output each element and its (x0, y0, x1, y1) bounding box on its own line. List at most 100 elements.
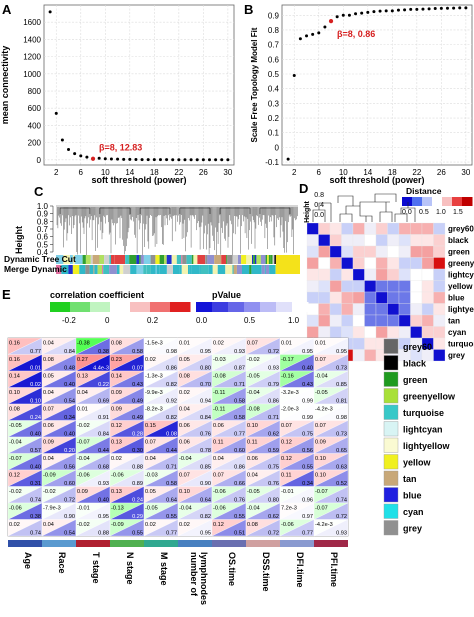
panel-e-p-legend-tick: 0.5 (244, 316, 256, 325)
panel-c-dynamic-bar-segment (155, 255, 159, 264)
panel-e-p-value: 0.54 (64, 399, 75, 405)
panel-e-corr-value: -0.07 (77, 440, 90, 446)
panel-e-corr-value: 0.02 (111, 456, 122, 462)
panel-c-merge-bar-segment (266, 265, 269, 274)
panel-a-x-tick-label: 2 (54, 168, 59, 177)
panel-e-p-value: 0.74 (30, 531, 41, 537)
panel-d-heatmap-cell (307, 258, 319, 270)
panel-c-dynamic-bar-segment (273, 255, 275, 264)
panel-e-corr-value: -0.05 (247, 489, 260, 495)
panel-e-p-value: 0.40 (98, 498, 109, 504)
panel-b-point (317, 31, 320, 34)
panel-b-point (293, 74, 296, 77)
panel-e-trait-bar (8, 540, 42, 547)
panel-e-corr-value: 0.09 (43, 440, 54, 446)
panel-a-point (171, 158, 174, 161)
panel-e-module-label: yellow (403, 457, 432, 467)
panel-d-heatmap-cell (388, 246, 400, 258)
panel-a-point (85, 156, 88, 159)
panel-c-dynamic-bar-segment (261, 255, 266, 264)
panel-d-legend-swatch (422, 197, 433, 206)
panel-a-point (226, 158, 229, 161)
panel-a-frame (44, 5, 234, 165)
panel-e-corr-value: 0.08 (9, 407, 20, 413)
panel-e-corr-value: 0.02 (213, 341, 224, 347)
panel-e-corr-value: 0.07 (315, 423, 326, 429)
panel-e-p-value: 0.77 (166, 531, 177, 537)
panel-a-point (49, 10, 52, 13)
panel-c-merge-bar-segment (191, 265, 199, 274)
panel-e-module-swatch (384, 455, 398, 470)
panel-e-p-legend-swatch (276, 302, 293, 312)
panel-e-corr-value: 0.05 (145, 489, 156, 495)
panel-e-corr-value: -0.06 (111, 473, 124, 479)
panel-e-corr-legend-tick: -0.2 (62, 316, 76, 325)
panel-e-p-value: 0.58 (132, 349, 143, 355)
panel-e-corr-value: 0.11 (247, 440, 257, 446)
panel-e-p-value: 0.94 (200, 399, 211, 405)
panel-e-corr-value: -0.04 (179, 506, 192, 512)
panel-d-heatmap-cell (422, 246, 434, 258)
panel-e-p-value: 0.29 (132, 514, 143, 520)
panel-e-p-value: 0.71 (234, 382, 245, 388)
panel-d-heatmap-cell (388, 292, 400, 304)
panel-d-heatmap-cell (434, 246, 446, 258)
panel-d-heatmap-cell (319, 258, 331, 270)
panel-b-x-tick-label: 30 (461, 168, 470, 177)
panel-d-heatmap-cell (422, 292, 434, 304)
panel-e-trait-bar (42, 540, 76, 547)
panel-d-heatmap-cell (342, 315, 354, 327)
panel-e-heatmap: 0.160.770.040.84-0.380.380.080.58-1.5e-3… (8, 338, 348, 537)
panel-e-corr-value: -0.38 (77, 341, 90, 347)
panel-e-p-value: 0.99 (302, 415, 313, 421)
panel-d-heatmap-cell (376, 269, 388, 281)
panel-d-heatmap-cell (399, 223, 411, 235)
panel-e-p-value: 0.78 (200, 448, 211, 454)
panel-a-point (79, 154, 82, 157)
panel-b-y-ticks: -0.100.10.20.30.40.50.60.70.80.9 (265, 11, 279, 167)
panel-d-heatmap-cell (307, 304, 319, 316)
panel-d-heatmap-cell (319, 327, 331, 339)
panel-e-p-value: 0.40 (64, 432, 75, 438)
panel-a-point (202, 158, 205, 161)
panel-d-heatmap-cell (411, 304, 423, 316)
panel-e-p-value: 0.93 (268, 366, 279, 372)
panel-c-dynamic-bar-segment (246, 255, 252, 264)
panel-d-heatmap-cell (353, 292, 365, 304)
panel-e-trait-label: T stage (91, 552, 101, 584)
panel-c-merge-bar-segment (182, 265, 188, 274)
panel-e-corr-value: 0.09 (77, 489, 88, 495)
panel-d-heatmap-cell (319, 304, 331, 316)
panel-b-point (299, 37, 302, 40)
panel-a-x-tick-label: 6 (79, 168, 84, 177)
panel-e-p-value: 0.77 (302, 531, 313, 537)
panel-e-corr-value: -0.02 (43, 489, 56, 495)
panel-c-yellow-block (276, 255, 300, 274)
panel-a-point (122, 158, 125, 161)
panel-e-module-label: grey60 (403, 342, 432, 352)
panel-d-heatmap-cell (376, 292, 388, 304)
panel-a-point (98, 157, 101, 160)
panel-c-module-color-bars (56, 255, 300, 274)
panel-a-point (220, 158, 223, 161)
panel-a-y-tick-label: 0 (37, 156, 42, 165)
panel-e-corr-value: 0.01 (179, 341, 190, 347)
panel-e-module-label: turquoise (403, 408, 444, 418)
panel-e-p-value: 0.80 (268, 498, 279, 504)
panel-d-module-label: grey60 (448, 225, 474, 234)
panel-e-trait-label: number of (189, 552, 199, 597)
panel-b-point (323, 26, 326, 29)
panel-b-point (360, 12, 363, 15)
panel-d-heatmap-cell (307, 223, 319, 235)
panel-d-heatmap-cell (307, 281, 319, 293)
panel-c-dynamic-bar-segment (172, 255, 177, 264)
panel-d-heatmap-cell (376, 327, 388, 339)
panel-c-dynamic-bar-segment (109, 255, 111, 264)
panel-d-legend-title: Distance (406, 186, 442, 196)
panel-e-p-value: 0.75 (268, 465, 279, 471)
panel-c-dynamic-bar-segment (193, 255, 197, 264)
panel-d-legend-swatch (452, 197, 463, 206)
panel-d-module-label: green (448, 248, 470, 257)
panel-d-heatmap-cell (376, 315, 388, 327)
panel-e-corr-value: -0.11 (213, 390, 225, 396)
